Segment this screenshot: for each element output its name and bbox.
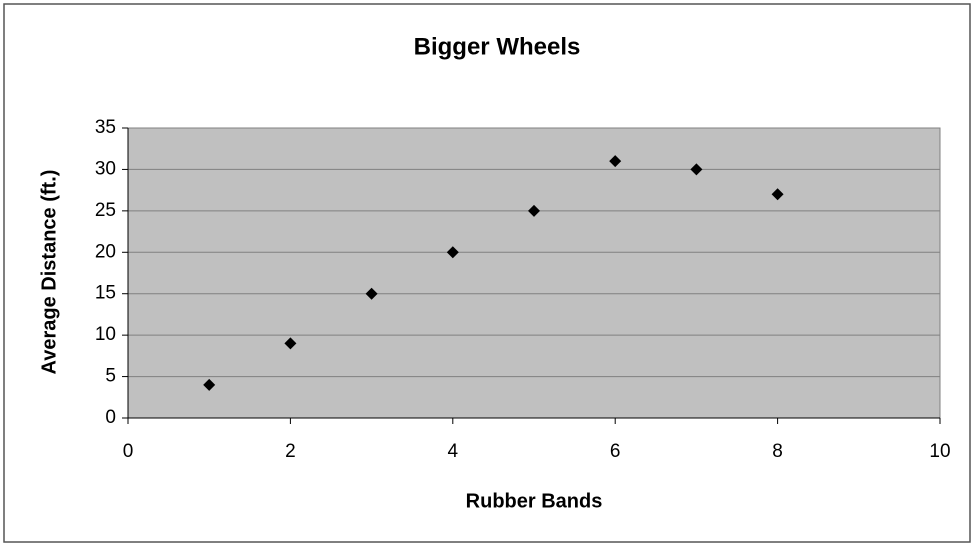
point <box>365 287 378 300</box>
y-tick-label: 5 <box>105 366 116 387</box>
point <box>609 155 622 168</box>
x-tick-label: 8 <box>772 441 783 462</box>
point <box>771 188 784 201</box>
point <box>284 337 297 350</box>
y-axis-title: Average Distance (ft.) <box>38 170 60 375</box>
y-tick-label: 30 <box>95 158 116 179</box>
y-tick-label: 15 <box>95 283 116 304</box>
y-tick-label: 35 <box>95 117 116 138</box>
x-tick-label: 0 <box>123 441 134 462</box>
y-tick-label: 0 <box>105 407 116 428</box>
x-tick-label: 10 <box>929 441 950 462</box>
point <box>690 163 703 176</box>
y-tick-label: 25 <box>95 200 116 221</box>
plot-area <box>127 127 941 419</box>
point <box>203 378 216 391</box>
point <box>528 204 540 217</box>
x-axis-title: Rubber Bands <box>466 490 603 512</box>
y-tick-label: 10 <box>95 324 116 345</box>
y-tick-label: 20 <box>95 241 116 262</box>
x-tick-label: 6 <box>610 441 621 462</box>
x-tick-label: 4 <box>448 441 459 462</box>
x-tick-label: 2 <box>285 441 296 462</box>
point <box>446 246 459 259</box>
chart-title: Bigger Wheels <box>414 33 581 60</box>
